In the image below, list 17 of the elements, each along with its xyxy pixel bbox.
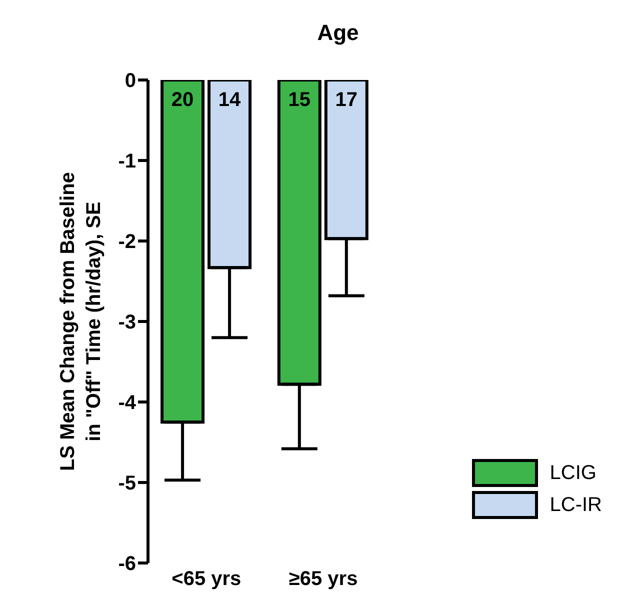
annotation: 17 [335, 89, 358, 111]
y-tick-label: -6 [118, 553, 136, 576]
y-tick-label: -4 [118, 392, 137, 414]
y-axis-title: LS Mean Change from Baseline in "Off" Time (hr/day), SE [57, 172, 105, 471]
chart-title: Age [316, 20, 360, 46]
x-tick-label: <65 yrs [172, 568, 242, 590]
x-tick-label: ≥65 yrs [288, 568, 358, 590]
y-tick-label: 0 [124, 70, 136, 92]
y-tick-label: -2 [118, 231, 136, 254]
annotation: 20 [171, 89, 194, 111]
y-tick-label: -3 [118, 312, 136, 334]
annotation: 14 [218, 89, 242, 111]
legend-label: LC-IR [550, 494, 602, 516]
y-tick-label: -1 [118, 150, 136, 173]
annotation: 15 [288, 89, 311, 111]
y-tick-label: -5 [118, 472, 136, 495]
legend-label: LCIG [550, 462, 596, 484]
